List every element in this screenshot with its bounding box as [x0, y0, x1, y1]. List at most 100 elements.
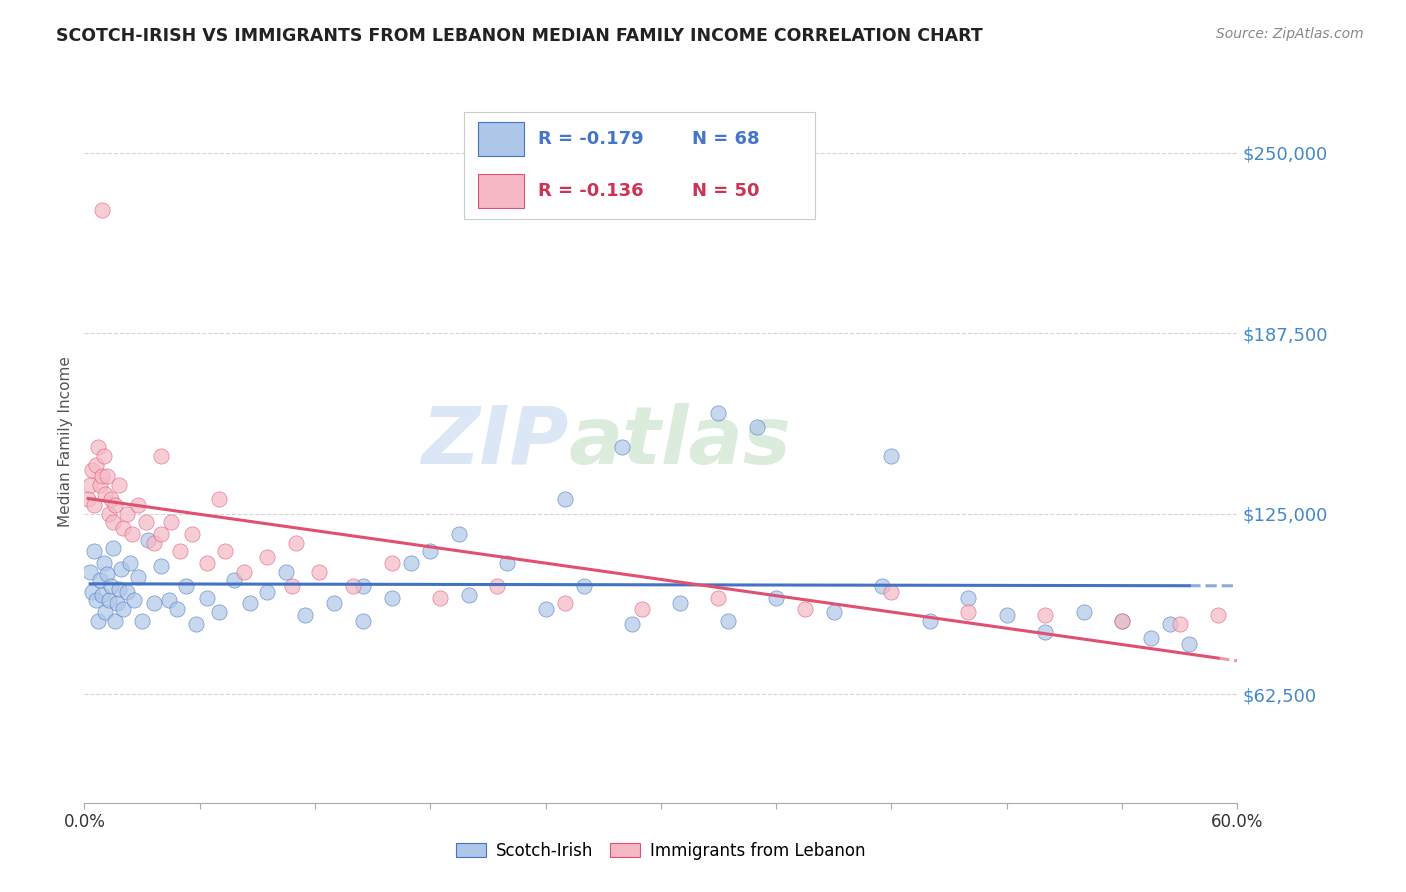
Point [79, 565, 101, 579]
Point [169, 544, 191, 558]
Point [142, 596, 165, 610]
Point [87, 440, 110, 454]
FancyBboxPatch shape [478, 122, 524, 156]
Point [342, 579, 364, 593]
Point [880, 449, 903, 463]
Point [105, 596, 128, 610]
Legend: Scotch-Irish, Immigrants from Lebanon: Scotch-Irish, Immigrants from Lebanon [450, 836, 872, 867]
Point [94, 605, 117, 619]
Point [281, 579, 304, 593]
Point [534, 602, 557, 616]
Point [208, 492, 231, 507]
Point [98, 593, 121, 607]
Point [150, 449, 173, 463]
Point [1073, 605, 1095, 619]
Point [83, 498, 105, 512]
Point [717, 614, 740, 628]
Point [98, 507, 121, 521]
Point [89, 478, 111, 492]
Point [84, 458, 107, 472]
Point [135, 516, 157, 530]
Point [184, 616, 207, 631]
Point [120, 556, 142, 570]
Point [256, 550, 278, 565]
Point [80, 584, 103, 599]
Point [124, 593, 146, 607]
Point [256, 584, 278, 599]
Point [103, 541, 124, 556]
Point [239, 596, 262, 610]
Point [127, 498, 149, 512]
Point [96, 567, 118, 582]
Point [294, 607, 316, 622]
Point [572, 579, 595, 593]
Point [80, 463, 103, 477]
Point [707, 591, 730, 605]
Point [110, 562, 132, 576]
Point [103, 516, 124, 530]
Point [630, 602, 652, 616]
Point [111, 602, 134, 616]
Point [794, 602, 817, 616]
Point [496, 556, 519, 570]
Point [621, 616, 644, 631]
Point [115, 507, 138, 521]
Point [995, 607, 1018, 622]
Point [707, 406, 730, 420]
Point [276, 565, 298, 579]
Point [89, 574, 111, 588]
Point [449, 527, 471, 541]
Point [429, 591, 451, 605]
Point [77, 492, 100, 507]
Point [1140, 631, 1163, 645]
Point [486, 579, 509, 593]
Point [90, 469, 112, 483]
Y-axis label: Median Family Income: Median Family Income [58, 356, 73, 527]
Point [142, 535, 165, 549]
Text: ZIP: ZIP [422, 402, 568, 481]
Point [457, 588, 479, 602]
Point [1033, 625, 1056, 640]
Point [308, 565, 330, 579]
Point [232, 565, 254, 579]
Point [111, 521, 134, 535]
Point [870, 579, 893, 593]
Point [957, 591, 980, 605]
Point [90, 588, 112, 602]
Point [1168, 616, 1191, 631]
Point [93, 556, 115, 570]
Point [419, 544, 441, 558]
Point [554, 492, 576, 507]
Point [381, 556, 404, 570]
Point [150, 527, 173, 541]
Point [284, 535, 307, 549]
Point [127, 570, 149, 584]
Point [90, 203, 112, 218]
Point [104, 614, 127, 628]
Text: N = 50: N = 50 [693, 182, 761, 200]
Point [1033, 607, 1056, 622]
Point [157, 593, 180, 607]
Point [381, 591, 404, 605]
Point [1178, 637, 1201, 651]
Point [352, 614, 374, 628]
Point [166, 602, 188, 616]
Point [121, 527, 143, 541]
Point [93, 449, 115, 463]
Point [87, 614, 110, 628]
Point [181, 527, 204, 541]
Point [352, 579, 374, 593]
Point [84, 593, 107, 607]
Point [131, 614, 153, 628]
Text: SCOTCH-IRISH VS IMMIGRANTS FROM LEBANON MEDIAN FAMILY INCOME CORRELATION CHART: SCOTCH-IRISH VS IMMIGRANTS FROM LEBANON … [56, 27, 983, 45]
Point [669, 596, 692, 610]
Point [108, 478, 131, 492]
Point [208, 605, 231, 619]
Point [195, 591, 218, 605]
Point [94, 486, 117, 500]
Point [96, 469, 118, 483]
Point [957, 605, 980, 619]
Point [100, 492, 122, 507]
Point [554, 596, 576, 610]
Text: N = 68: N = 68 [693, 130, 761, 148]
